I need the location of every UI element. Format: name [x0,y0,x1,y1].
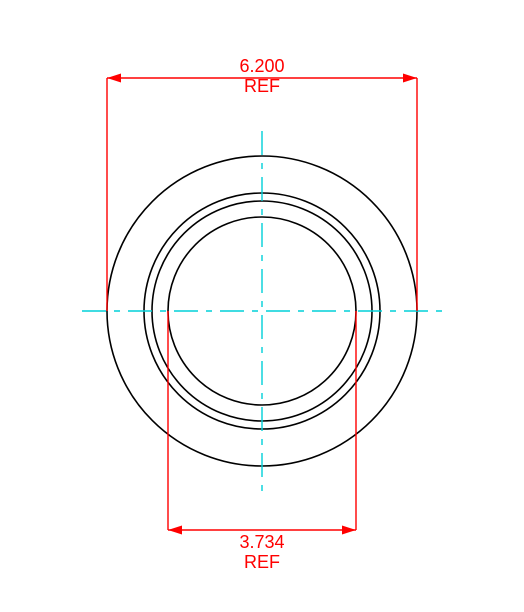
dimension-bore-dia-ref: REF [244,552,280,572]
dimension-bore-dia-value: 3.734 [239,532,284,552]
dimension-outer-dia-ref: REF [244,76,280,96]
engineering-drawing: 6.200REF3.734REF [0,0,524,612]
dimension-outer-dia-value: 6.200 [239,56,284,76]
